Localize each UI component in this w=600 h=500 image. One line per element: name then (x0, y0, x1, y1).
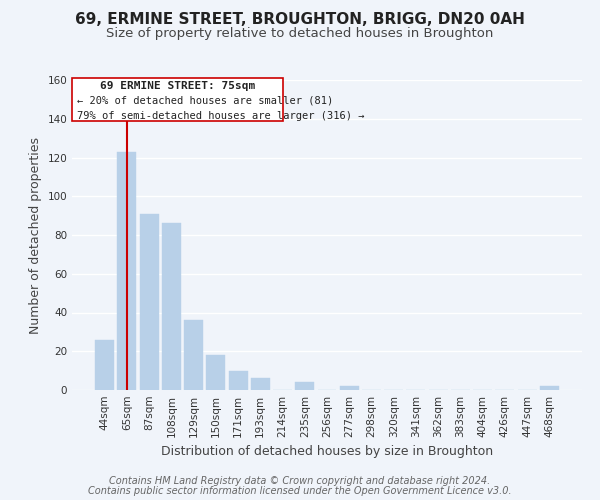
Y-axis label: Number of detached properties: Number of detached properties (29, 136, 42, 334)
Bar (162, 224, 181, 390)
Bar (95, 340, 114, 390)
X-axis label: Distribution of detached houses by size in Broughton: Distribution of detached houses by size … (161, 446, 493, 458)
Text: Contains public sector information licensed under the Open Government Licence v3: Contains public sector information licen… (88, 486, 512, 496)
Bar (340, 386, 359, 390)
Text: 79% of semi-detached houses are larger (316) →: 79% of semi-detached houses are larger (… (77, 110, 365, 120)
Bar (295, 382, 314, 390)
Text: ← 20% of detached houses are smaller (81): ← 20% of detached houses are smaller (81… (77, 95, 334, 105)
Bar (118, 152, 136, 390)
Bar (229, 370, 248, 390)
Bar (540, 386, 559, 390)
Bar (206, 355, 225, 390)
Text: Size of property relative to detached houses in Broughton: Size of property relative to detached ho… (106, 28, 494, 40)
Text: Contains HM Land Registry data © Crown copyright and database right 2024.: Contains HM Land Registry data © Crown c… (109, 476, 491, 486)
Text: 69 ERMINE STREET: 75sqm: 69 ERMINE STREET: 75sqm (100, 81, 255, 91)
Bar (184, 320, 203, 390)
Bar (251, 378, 270, 390)
Bar (140, 214, 158, 390)
Text: 69, ERMINE STREET, BROUGHTON, BRIGG, DN20 0AH: 69, ERMINE STREET, BROUGHTON, BRIGG, DN2… (75, 12, 525, 28)
FancyBboxPatch shape (72, 78, 283, 120)
